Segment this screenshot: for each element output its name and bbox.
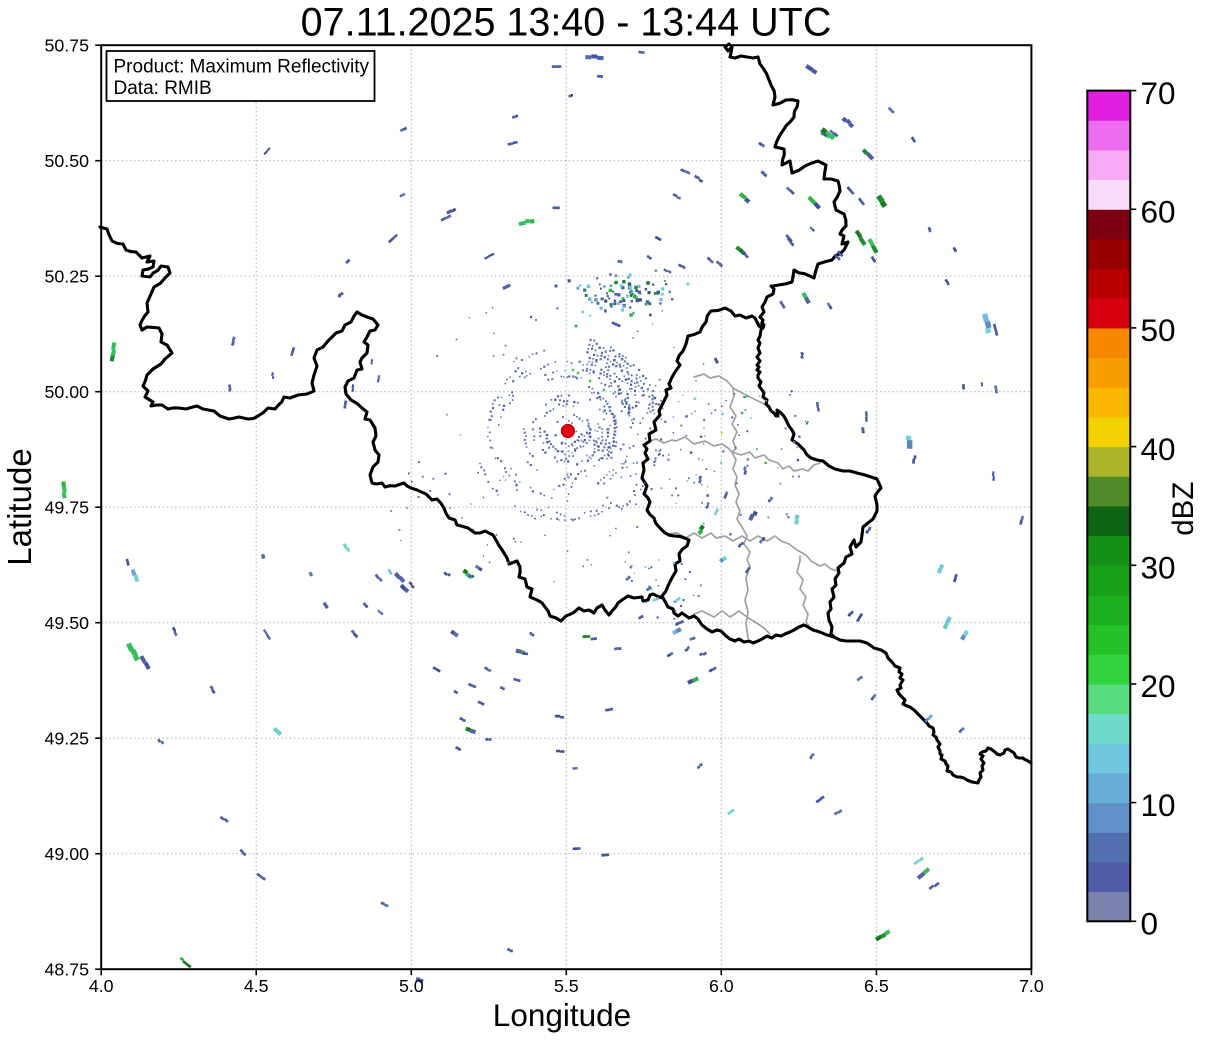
svg-text:4.5: 4.5 — [244, 976, 269, 996]
svg-text:50.00: 50.00 — [45, 382, 90, 402]
svg-text:49.75: 49.75 — [45, 498, 90, 518]
svg-text:7.0: 7.0 — [1019, 976, 1044, 996]
svg-text:6.0: 6.0 — [709, 976, 734, 996]
svg-text:70: 70 — [1141, 75, 1176, 111]
svg-text:6.5: 6.5 — [864, 976, 889, 996]
svg-text:dBZ: dBZ — [1167, 482, 1200, 536]
svg-text:0: 0 — [1141, 906, 1159, 942]
svg-text:49.50: 49.50 — [45, 613, 90, 633]
svg-text:Longitude: Longitude — [493, 997, 631, 1033]
svg-text:20: 20 — [1141, 668, 1176, 704]
svg-text:50.25: 50.25 — [45, 267, 90, 287]
svg-text:5.0: 5.0 — [399, 976, 424, 996]
svg-text:Data: RMIB: Data: RMIB — [114, 78, 212, 99]
svg-text:60: 60 — [1141, 194, 1176, 230]
svg-text:07.11.2025 13:40 - 13:44 UTC: 07.11.2025 13:40 - 13:44 UTC — [301, 1, 832, 45]
svg-text:4.0: 4.0 — [89, 976, 114, 996]
svg-text:30: 30 — [1141, 550, 1176, 586]
svg-text:50.50: 50.50 — [45, 151, 90, 171]
svg-text:50: 50 — [1141, 312, 1176, 348]
svg-text:40: 40 — [1141, 431, 1176, 467]
svg-text:10: 10 — [1141, 787, 1176, 823]
svg-text:49.00: 49.00 — [45, 844, 90, 864]
svg-text:Latitude: Latitude — [1, 448, 38, 565]
svg-text:Product: Maximum Reflectivity: Product: Maximum Reflectivity — [114, 57, 370, 78]
svg-text:50.75: 50.75 — [45, 36, 90, 56]
svg-text:49.25: 49.25 — [45, 729, 90, 749]
svg-text:5.5: 5.5 — [554, 976, 579, 996]
svg-text:48.75: 48.75 — [45, 960, 90, 980]
